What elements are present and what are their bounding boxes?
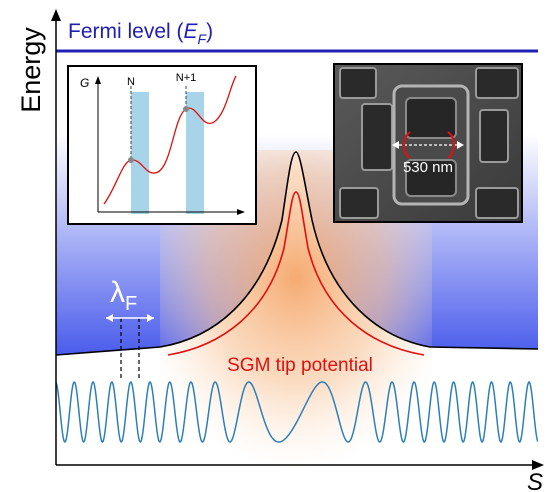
inset-label-n1: N+1: [176, 72, 197, 84]
point-n1: [183, 106, 189, 112]
sem-inset: 530 nm: [333, 63, 523, 223]
inset-label-n: N: [127, 76, 135, 88]
y-axis-label: Energy: [16, 27, 46, 113]
y-axis: [51, 9, 61, 465]
peak-band-n1: [186, 92, 204, 214]
wavelength-label: λF: [110, 276, 137, 315]
tip-potential-curve: [167, 191, 425, 356]
red-bracket-right: [447, 131, 455, 159]
x-axis: [56, 460, 544, 470]
conductance-inset: G N N+1: [67, 65, 257, 225]
point-n: [128, 157, 134, 163]
potential-outline: [55, 151, 539, 356]
x-axis-label: S: [527, 469, 543, 492]
electron-wave: [56, 380, 538, 443]
red-bracket-left: [403, 131, 411, 159]
scale-label: 530 nm: [403, 159, 453, 176]
lambda-arrow: [106, 314, 154, 322]
peak-band-n: [131, 92, 149, 214]
tip-potential-label: SGM tip potential: [227, 355, 373, 376]
inset-y-label: G: [80, 76, 89, 90]
fermi-level-label: Fermi level (EF): [68, 20, 213, 47]
